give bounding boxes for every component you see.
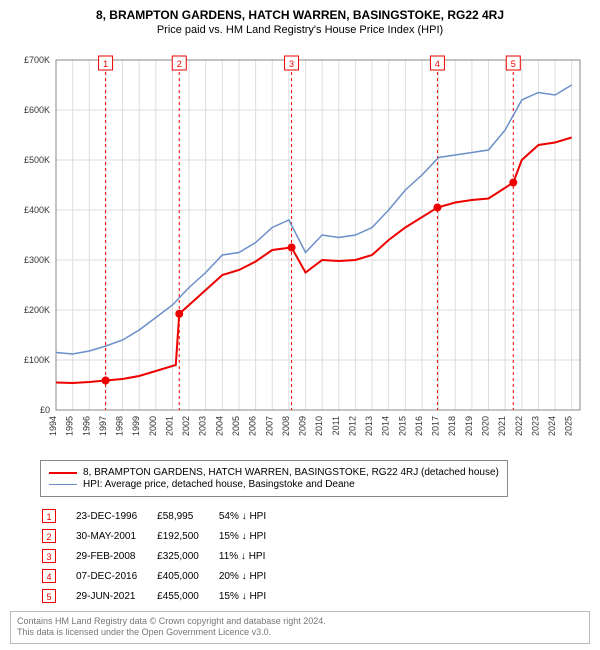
svg-text:2013: 2013 (364, 416, 374, 436)
table-row: 4 07-DEC-2016£405,00020% ↓ HPI (42, 567, 284, 585)
legend-row: 8, BRAMPTON GARDENS, HATCH WARREN, BASIN… (49, 467, 499, 478)
svg-text:2016: 2016 (414, 416, 424, 436)
svg-text:2021: 2021 (497, 416, 507, 436)
table-row: 2 30-MAY-2001£192,50015% ↓ HPI (42, 527, 284, 545)
legend: 8, BRAMPTON GARDENS, HATCH WARREN, BASIN… (40, 460, 508, 497)
legend-line-swatch (49, 472, 77, 474)
sale-compare: 15% ↓ HPI (219, 587, 284, 605)
page-title: 8, BRAMPTON GARDENS, HATCH WARREN, BASIN… (0, 0, 600, 22)
sale-date: 29-FEB-2008 (76, 547, 155, 565)
sale-date: 23-DEC-1996 (76, 507, 155, 525)
sale-price: £325,000 (157, 547, 217, 565)
svg-text:1996: 1996 (81, 416, 91, 436)
svg-text:2022: 2022 (514, 416, 524, 436)
svg-text:2020: 2020 (481, 416, 491, 436)
table-row: 5 29-JUN-2021£455,00015% ↓ HPI (42, 587, 284, 605)
svg-text:1998: 1998 (115, 416, 125, 436)
svg-text:2012: 2012 (347, 416, 357, 436)
sale-compare: 15% ↓ HPI (219, 527, 284, 545)
svg-text:£400K: £400K (24, 205, 50, 215)
sale-compare: 11% ↓ HPI (219, 547, 284, 565)
sale-marker-icon: 5 (42, 589, 56, 603)
svg-text:£100K: £100K (24, 355, 50, 365)
legend-line-swatch (49, 484, 77, 486)
footer-line-1: Contains HM Land Registry data © Crown c… (17, 616, 583, 628)
svg-text:2019: 2019 (464, 416, 474, 436)
svg-text:2014: 2014 (381, 416, 391, 436)
svg-text:2: 2 (177, 59, 182, 69)
sale-date: 30-MAY-2001 (76, 527, 155, 545)
svg-text:2009: 2009 (298, 416, 308, 436)
svg-text:£600K: £600K (24, 105, 50, 115)
footer-attribution: Contains HM Land Registry data © Crown c… (10, 611, 590, 644)
svg-text:£0: £0 (40, 405, 50, 415)
svg-text:2024: 2024 (547, 416, 557, 436)
svg-text:2002: 2002 (181, 416, 191, 436)
svg-text:2011: 2011 (331, 416, 341, 435)
sale-compare: 54% ↓ HPI (219, 507, 284, 525)
page-subtitle: Price paid vs. HM Land Registry's House … (0, 22, 600, 36)
sale-marker-icon: 4 (42, 569, 56, 583)
sales-table: 1 23-DEC-1996£58,99554% ↓ HPI 2 30-MAY-2001… (40, 505, 286, 607)
legend-row: HPI: Average price, detached house, Basi… (49, 479, 499, 490)
table-row: 1 23-DEC-1996£58,99554% ↓ HPI (42, 507, 284, 525)
svg-text:1994: 1994 (48, 416, 58, 436)
svg-text:2023: 2023 (530, 416, 540, 436)
svg-text:£500K: £500K (24, 155, 50, 165)
svg-text:1999: 1999 (131, 416, 141, 436)
svg-text:£300K: £300K (24, 255, 50, 265)
svg-text:2018: 2018 (447, 416, 457, 436)
footer-line-2: This data is licensed under the Open Gov… (17, 627, 583, 639)
svg-text:3: 3 (289, 59, 294, 69)
sale-compare: 20% ↓ HPI (219, 567, 284, 585)
svg-text:£700K: £700K (24, 55, 50, 65)
sale-price: £405,000 (157, 567, 217, 585)
svg-text:2004: 2004 (214, 416, 224, 436)
svg-text:1997: 1997 (98, 416, 108, 436)
sale-marker-icon: 1 (42, 509, 56, 523)
svg-text:2025: 2025 (564, 416, 574, 436)
sale-marker-icon: 3 (42, 549, 56, 563)
sale-price: £455,000 (157, 587, 217, 605)
svg-text:2010: 2010 (314, 416, 324, 436)
svg-text:2000: 2000 (148, 416, 158, 436)
sale-price: £192,500 (157, 527, 217, 545)
legend-label: 8, BRAMPTON GARDENS, HATCH WARREN, BASIN… (83, 467, 499, 478)
price-chart: £0 £100K £200K £300K £400K £500K £600K £700K 199… (10, 50, 590, 450)
svg-text:£200K: £200K (24, 305, 50, 315)
svg-text:2007: 2007 (264, 416, 274, 436)
svg-text:1995: 1995 (65, 416, 75, 436)
legend-label: HPI: Average price, detached house, Basi… (83, 479, 355, 490)
svg-text:2001: 2001 (164, 416, 174, 436)
svg-text:2008: 2008 (281, 416, 291, 436)
svg-text:4: 4 (435, 59, 440, 69)
svg-text:2017: 2017 (431, 416, 441, 436)
table-row: 3 29-FEB-2008£325,00011% ↓ HPI (42, 547, 284, 565)
svg-text:5: 5 (511, 59, 516, 69)
svg-text:2003: 2003 (198, 416, 208, 436)
svg-text:1: 1 (103, 59, 108, 69)
svg-text:2005: 2005 (231, 416, 241, 436)
sale-marker-icon: 2 (42, 529, 56, 543)
svg-text:2015: 2015 (397, 416, 407, 436)
sale-price: £58,995 (157, 507, 217, 525)
svg-text:2006: 2006 (248, 416, 258, 436)
sale-date: 29-JUN-2021 (76, 587, 155, 605)
sale-date: 07-DEC-2016 (76, 567, 155, 585)
